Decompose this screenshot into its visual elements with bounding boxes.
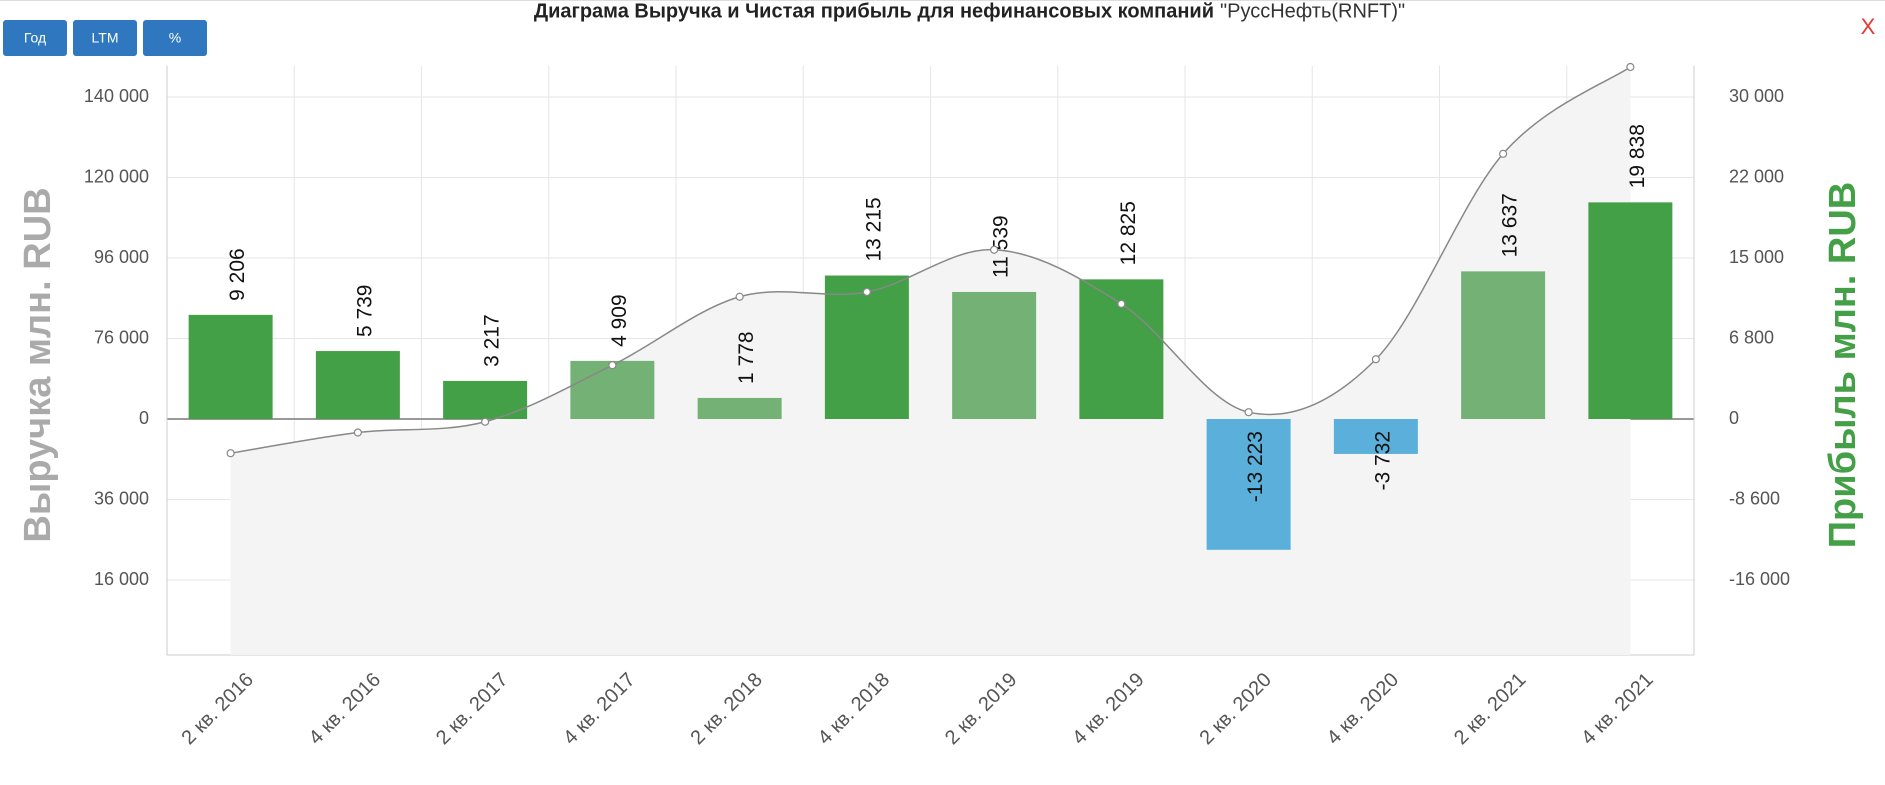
line-point: [353, 428, 362, 437]
y-tick-label: 76 000: [94, 327, 149, 347]
x-tick-label: 4 кв. 2021: [1577, 669, 1657, 749]
button-label[interactable]: Год: [24, 30, 46, 46]
data-label: 13 215: [862, 197, 885, 261]
button-label[interactable]: %: [169, 30, 181, 46]
button-label[interactable]: LTM: [92, 30, 119, 46]
y-tick-label: 16 000: [94, 569, 149, 589]
data-label: 3 217: [481, 314, 504, 367]
bar: [443, 380, 528, 419]
x-tick-label: 4 кв. 2019: [1068, 669, 1148, 749]
data-label: 5 739: [353, 284, 376, 337]
y-tick-label: 0: [139, 408, 149, 428]
y-tick-label: 120 000: [84, 166, 149, 186]
line-point: [990, 245, 999, 254]
bar: [315, 351, 400, 419]
bar: [697, 397, 782, 419]
close-button[interactable]: X: [1861, 14, 1876, 39]
y-tick-label: 36 000: [94, 488, 149, 508]
data-label: 1 778: [735, 331, 758, 384]
x-tick-label: 2 кв. 2019: [941, 669, 1021, 749]
x-tick-label: 2 кв. 2017: [432, 669, 512, 749]
bar: [188, 314, 273, 419]
x-tick-label: 2 кв. 2020: [1196, 669, 1276, 749]
x-tick-label: 2 кв. 2016: [178, 669, 258, 749]
x-tick-label: 2 кв. 2021: [1450, 669, 1530, 749]
x-tick-label: 2 кв. 2018: [687, 669, 767, 749]
y2-tick-label: 15 000: [1729, 247, 1784, 267]
data-label: 19 838: [1626, 124, 1649, 188]
y2-tick-label: 6 800: [1729, 327, 1774, 347]
data-label: 12 825: [1117, 201, 1140, 265]
data-label: -3 732: [1371, 431, 1394, 491]
y2-tick-label: 30 000: [1729, 86, 1784, 106]
chart-title: Диаграма Выручка и Чистая прибыль для не…: [534, 0, 1214, 22]
data-label: -13 223: [1244, 431, 1267, 502]
y-axis-title: Выручка млн. RUB: [17, 187, 59, 542]
line-point: [1499, 149, 1508, 158]
x-tick-label: 4 кв. 2017: [559, 669, 639, 749]
line-point: [608, 361, 617, 370]
line-point: [1244, 408, 1253, 417]
line-point: [1371, 355, 1380, 364]
data-label: 11 539: [990, 215, 1013, 278]
line-point: [226, 449, 235, 458]
bar: [1333, 419, 1418, 454]
bar: [1588, 202, 1673, 419]
x-tick-label: 4 кв. 2016: [305, 669, 385, 749]
y-tick-label: 96 000: [94, 247, 149, 267]
y2-tick-label: -8 600: [1729, 488, 1780, 508]
y-tick-label: 140 000: [84, 86, 149, 106]
x-tick-label: 4 кв. 2018: [814, 669, 894, 749]
bar: [570, 360, 655, 419]
button[interactable]: [3, 20, 67, 56]
bar: [1461, 271, 1546, 419]
button[interactable]: [73, 20, 137, 56]
data-label: 9 206: [226, 248, 249, 301]
bar: [824, 275, 909, 419]
line-point: [1626, 62, 1635, 72]
button[interactable]: [143, 20, 207, 56]
data-label: 4 909: [608, 294, 631, 347]
bar: [1206, 419, 1291, 550]
y2-tick-label: 0: [1729, 408, 1739, 428]
y2-tick-label: 22 000: [1729, 166, 1784, 186]
line-point: [1117, 299, 1126, 308]
chart-subtitle: "РуссНефть(RNFT)": [1220, 0, 1405, 22]
y2-axis-title: Прибыль млн. RUB: [1822, 182, 1864, 549]
y2-tick-label: -16 000: [1729, 569, 1790, 589]
x-tick-label: 4 кв. 2020: [1323, 669, 1403, 749]
data-label: 13 637: [1499, 193, 1522, 257]
line-point: [481, 417, 490, 426]
line-point: [735, 292, 744, 301]
bar: [952, 291, 1037, 419]
line-point: [862, 287, 871, 297]
